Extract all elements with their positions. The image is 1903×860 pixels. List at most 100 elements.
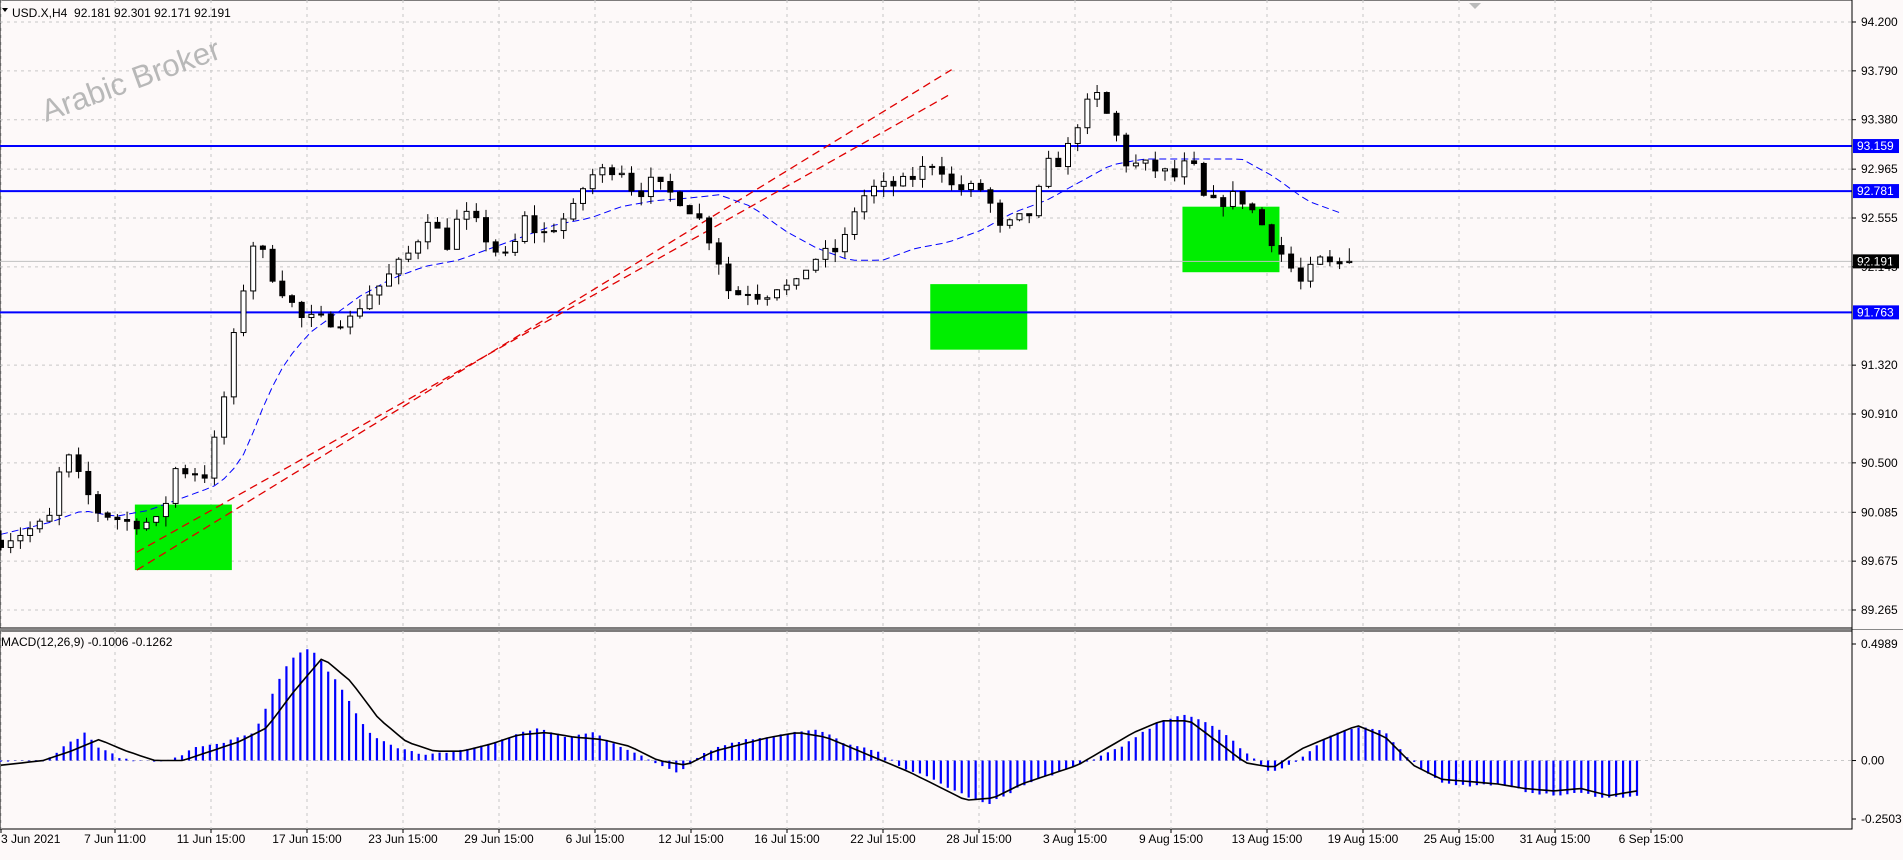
candle-body bbox=[434, 221, 441, 229]
current-price-badge bbox=[1853, 254, 1899, 269]
candle-body bbox=[958, 184, 965, 191]
candle-body bbox=[1152, 159, 1159, 172]
candle-body bbox=[259, 245, 266, 250]
candle-body bbox=[114, 516, 121, 521]
candle-body bbox=[1181, 160, 1188, 178]
trend-line[interactable] bbox=[136, 92, 952, 553]
candle-body bbox=[706, 217, 713, 244]
candle-body bbox=[221, 396, 228, 438]
symbol-header: USD.X,H4 92.181 92.301 92.171 92.191 bbox=[12, 6, 231, 20]
candle-body bbox=[909, 175, 916, 180]
y-tick-label: 90.910 bbox=[1861, 407, 1898, 421]
candle-body bbox=[686, 205, 693, 215]
candle-body bbox=[0, 539, 4, 548]
candle-body bbox=[1162, 168, 1168, 172]
candle-body bbox=[531, 215, 538, 234]
y-tick-label: 92.145 bbox=[1861, 260, 1898, 274]
candle-body bbox=[1132, 162, 1139, 167]
level-price-label: 92.781 bbox=[1857, 184, 1894, 198]
candle-body bbox=[250, 245, 257, 292]
candle-body bbox=[968, 182, 974, 191]
candle-body bbox=[667, 180, 674, 193]
x-tick-label: 6 Jul 15:00 bbox=[566, 832, 625, 846]
candle-body bbox=[851, 211, 858, 235]
candle-body bbox=[56, 471, 63, 516]
candle-body bbox=[1191, 160, 1198, 164]
candle-body bbox=[153, 516, 160, 523]
level-price-label: 93.159 bbox=[1857, 139, 1894, 153]
y-tick-label: 92.965 bbox=[1861, 162, 1898, 176]
candle-body bbox=[890, 180, 897, 187]
candle-body bbox=[696, 213, 703, 219]
levels-layer[interactable]: 93.159 92.781 91.763 92.191 bbox=[0, 139, 1899, 320]
candle-body bbox=[1026, 213, 1033, 217]
macd-y-tick-label: 0.4989 bbox=[1861, 637, 1898, 651]
candle-body bbox=[1045, 157, 1052, 187]
candle-body bbox=[1229, 190, 1236, 207]
candle-body bbox=[938, 166, 945, 175]
support-zone[interactable] bbox=[134, 504, 232, 571]
candle-body bbox=[85, 470, 92, 496]
macd-header: MACD(12,26,9) -0.1006 -0.1262 bbox=[1, 635, 173, 649]
candle-body bbox=[473, 210, 480, 219]
candle-body bbox=[463, 210, 470, 220]
candle-body bbox=[1094, 92, 1101, 100]
x-tick-label: 16 Jul 15:00 bbox=[754, 832, 820, 846]
candle-body bbox=[1055, 157, 1062, 168]
candle-body bbox=[521, 215, 528, 242]
candle-body bbox=[744, 293, 751, 296]
price-panel-frame bbox=[0, 0, 1853, 629]
candle-body bbox=[201, 474, 208, 479]
candle-body bbox=[1346, 260, 1353, 264]
candle-body bbox=[618, 172, 625, 176]
candle-body bbox=[861, 195, 868, 213]
candle-body bbox=[871, 185, 877, 197]
candle-body bbox=[405, 252, 412, 260]
candle-body bbox=[1084, 98, 1091, 129]
candle-body bbox=[715, 242, 722, 265]
macd-y-tick-label: -0.2503 bbox=[1861, 812, 1902, 826]
candle-body bbox=[192, 473, 198, 476]
y-tick-label: 93.380 bbox=[1861, 113, 1898, 127]
macd-layer bbox=[0, 649, 1639, 804]
candle-body bbox=[424, 221, 431, 243]
x-tick-label: 19 Aug 15:00 bbox=[1328, 832, 1399, 846]
level-price-label: 91.763 bbox=[1857, 305, 1894, 319]
level-price-badge bbox=[1853, 184, 1899, 199]
candle-body bbox=[793, 278, 800, 286]
y-tick-label: 92.555 bbox=[1861, 211, 1898, 225]
candle-body bbox=[327, 313, 334, 328]
candle-body bbox=[230, 332, 237, 398]
macd-panel-frame bbox=[0, 630, 1853, 830]
y-tick-label: 89.675 bbox=[1861, 554, 1898, 568]
header-arrow-icon[interactable] bbox=[2, 8, 8, 12]
candle-body bbox=[1103, 92, 1110, 114]
candle-body bbox=[492, 241, 499, 253]
candle-body bbox=[560, 218, 567, 232]
level-price-badge bbox=[1853, 305, 1899, 320]
candle-body bbox=[570, 202, 577, 220]
candle-body bbox=[1142, 159, 1149, 164]
candle-body bbox=[735, 290, 742, 296]
candle-body bbox=[832, 247, 839, 253]
candle-body bbox=[1220, 197, 1227, 207]
trend-line[interactable] bbox=[136, 69, 952, 571]
x-tick-label: 25 Aug 15:00 bbox=[1424, 832, 1495, 846]
candle-body bbox=[502, 251, 509, 254]
x-tick-label: 6 Sep 15:00 bbox=[1619, 832, 1684, 846]
trend-lines-layer[interactable] bbox=[136, 69, 952, 571]
candle-body bbox=[580, 188, 586, 204]
scroll-marker-icon[interactable] bbox=[1469, 3, 1481, 9]
candle-body bbox=[240, 290, 247, 334]
candle-body bbox=[1278, 245, 1285, 255]
candle-body bbox=[269, 248, 276, 282]
support-zone[interactable] bbox=[930, 284, 1028, 350]
candle-body bbox=[803, 269, 810, 280]
candle-body bbox=[1210, 194, 1217, 199]
candle-body bbox=[764, 297, 771, 300]
candle-body bbox=[376, 285, 383, 296]
x-tick-label: 31 Aug 15:00 bbox=[1520, 832, 1591, 846]
